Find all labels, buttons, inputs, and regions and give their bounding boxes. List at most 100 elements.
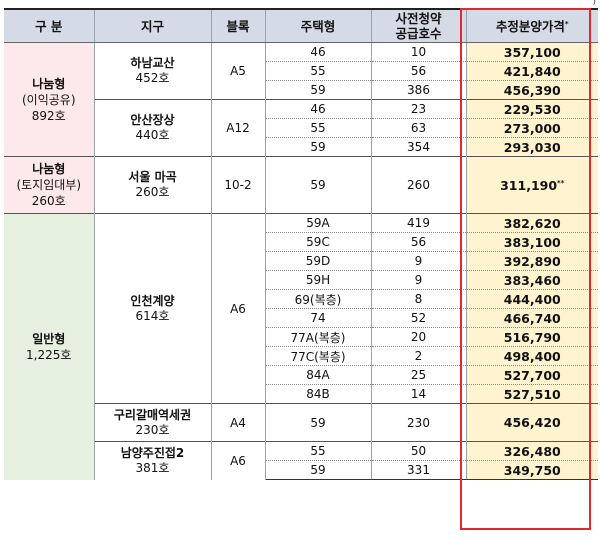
type-cell: 84B <box>264 384 372 404</box>
price-cell: 311,190** <box>465 156 598 214</box>
table-row: 59H 9 383,460 <box>4 270 598 290</box>
table-row: 69(복층) 8 444,400 <box>4 289 598 309</box>
table-row: 59C 56 383,100 <box>4 232 598 252</box>
type-cell: 59H <box>264 270 372 290</box>
type-cell: 55 <box>264 118 372 138</box>
district-hanam: 하남교산 452호 <box>93 42 212 100</box>
header-price: 추정분양가격* <box>465 8 598 43</box>
type-cell: 59 <box>264 403 372 442</box>
supply-cell: 331 <box>370 460 467 480</box>
supply-cell: 50 <box>370 441 467 461</box>
table-row: 남양주진접2 381호 A6 55 50 326,480 <box>4 441 598 480</box>
supply-cell: 419 <box>370 213 467 233</box>
supply-cell: 63 <box>370 118 467 138</box>
category-name: 나눔형 <box>32 76 66 91</box>
supply-cell: 354 <box>370 137 467 157</box>
supply-cell: 230 <box>370 403 467 442</box>
supply-cell: 56 <box>370 61 467 81</box>
table-row: 84B 14 527,510 <box>4 384 598 404</box>
header-price-label: 추정분양가격 <box>495 19 565 35</box>
block-cell: A12 <box>210 99 266 157</box>
category-name: 일반형 <box>32 331 66 346</box>
supply-cell: 386 <box>370 80 467 100</box>
header-district: 지구 <box>93 8 212 43</box>
price-cell: 516,790 <box>465 327 598 347</box>
category-count: 260호 <box>31 194 66 208</box>
district-name: 구리갈매역세권 <box>113 407 192 422</box>
table-row: 55 56 421,840 <box>4 61 598 81</box>
price-cell: 466,740 <box>465 308 598 328</box>
type-cell: 59 <box>264 156 372 214</box>
type-cell: 59A <box>264 213 372 233</box>
supply-cell: 9 <box>370 270 467 290</box>
price-value: 311,190 <box>500 177 558 193</box>
block-cell: A6 <box>210 213 266 404</box>
supply-cell: 56 <box>370 232 467 252</box>
district-count: 440호 <box>135 128 170 142</box>
district-seoul: 서울 마곡 260호 <box>93 156 212 214</box>
header-block: 블록 <box>210 8 266 43</box>
price-cell: 383,100 <box>465 232 598 252</box>
category-count: 1,225호 <box>26 347 72 362</box>
type-cell: 59 <box>264 460 372 480</box>
district-count: 614호 <box>135 308 170 323</box>
district-count: 230호 <box>135 422 170 437</box>
price-mark: ** <box>557 178 565 187</box>
district-ansan: 안산장상 440호 <box>93 99 212 157</box>
price-cell: 382,620 <box>465 213 598 233</box>
supply-cell: 9 <box>370 251 467 271</box>
table-row: 구리갈매역세권 230호 A4 59 230 456,420 <box>4 403 598 442</box>
block-cell: A6 <box>210 441 266 480</box>
type-cell: 74 <box>264 308 372 328</box>
price-cell: 392,890 <box>465 251 598 271</box>
header-supply-line2: 공급호수 <box>395 26 442 41</box>
table-row: 안산장상 440호 A12 46 23 229,530 <box>4 99 598 157</box>
header-price-mark: * <box>564 20 569 29</box>
table-row: 일반형 1,225호 인천계양 614호 A6 59A 419 382,620 <box>4 213 598 480</box>
price-cell: 349,750 <box>465 460 598 480</box>
type-cell: 46 <box>264 99 372 119</box>
category-count: 892호 <box>31 108 66 123</box>
category-nanum-profit: 나눔형 (이익공유) 892호 <box>4 42 95 157</box>
district-name: 서울 마곡 <box>128 170 177 184</box>
table-row: 59 354 293,030 <box>4 137 598 157</box>
supply-cell: 10 <box>370 42 467 62</box>
supply-cell: 2 <box>370 346 467 366</box>
header-supply: 사전청약 공급호수 <box>370 8 467 43</box>
table-row: 84A 25 527,700 <box>4 365 598 385</box>
type-cell: 69(복층) <box>264 289 372 309</box>
price-cell: 456,420 <box>465 403 598 442</box>
type-cell: 55 <box>264 61 372 81</box>
price-cell: 357,100 <box>465 42 598 62</box>
type-cell: 59 <box>264 137 372 157</box>
table-row: 59 386 456,390 <box>4 80 598 100</box>
table-row: 59 331 349,750 <box>4 460 598 480</box>
price-cell: 229,530 <box>465 99 598 119</box>
type-cell: 46 <box>264 42 372 62</box>
type-cell: 59D <box>264 251 372 271</box>
district-incheon: 인천계양 614호 <box>93 213 212 404</box>
category-subtitle: (이익공유) <box>21 92 76 107</box>
price-cell: 326,480 <box>465 441 598 461</box>
header-housing-type: 주택형 <box>264 8 372 43</box>
table-row: 77C(복층) 2 498,400 <box>4 346 598 366</box>
block-cell: 10-2 <box>210 156 266 214</box>
table-row: 나눔형 (이익공유) 892호 하남교산 452호 A5 46 10 357,1… <box>4 42 598 157</box>
supply-cell: 23 <box>370 99 467 119</box>
price-cell: 444,400 <box>465 289 598 309</box>
district-name: 안산장상 <box>130 113 175 127</box>
block-cell: A4 <box>210 403 266 442</box>
table-row: 55 63 273,000 <box>4 118 598 138</box>
header-category: 구 분 <box>4 8 95 43</box>
district-name: 남양주진접2 <box>120 445 185 460</box>
price-cell: 421,840 <box>465 61 598 81</box>
category-subtitle: (토지임대부) <box>16 178 82 192</box>
supply-cell: 8 <box>370 289 467 309</box>
header-row: 구 분 지구 블록 주택형 사전청약 공급호수 추정분양가격* <box>4 8 598 43</box>
table-row: 77A(복층) 20 516,790 <box>4 327 598 347</box>
district-namyang: 남양주진접2 381호 <box>93 441 212 480</box>
price-cell: 527,700 <box>465 365 598 385</box>
district-name: 인천계양 <box>130 293 175 308</box>
district-count: 260호 <box>135 185 170 199</box>
category-general: 일반형 1,225호 <box>4 213 95 480</box>
